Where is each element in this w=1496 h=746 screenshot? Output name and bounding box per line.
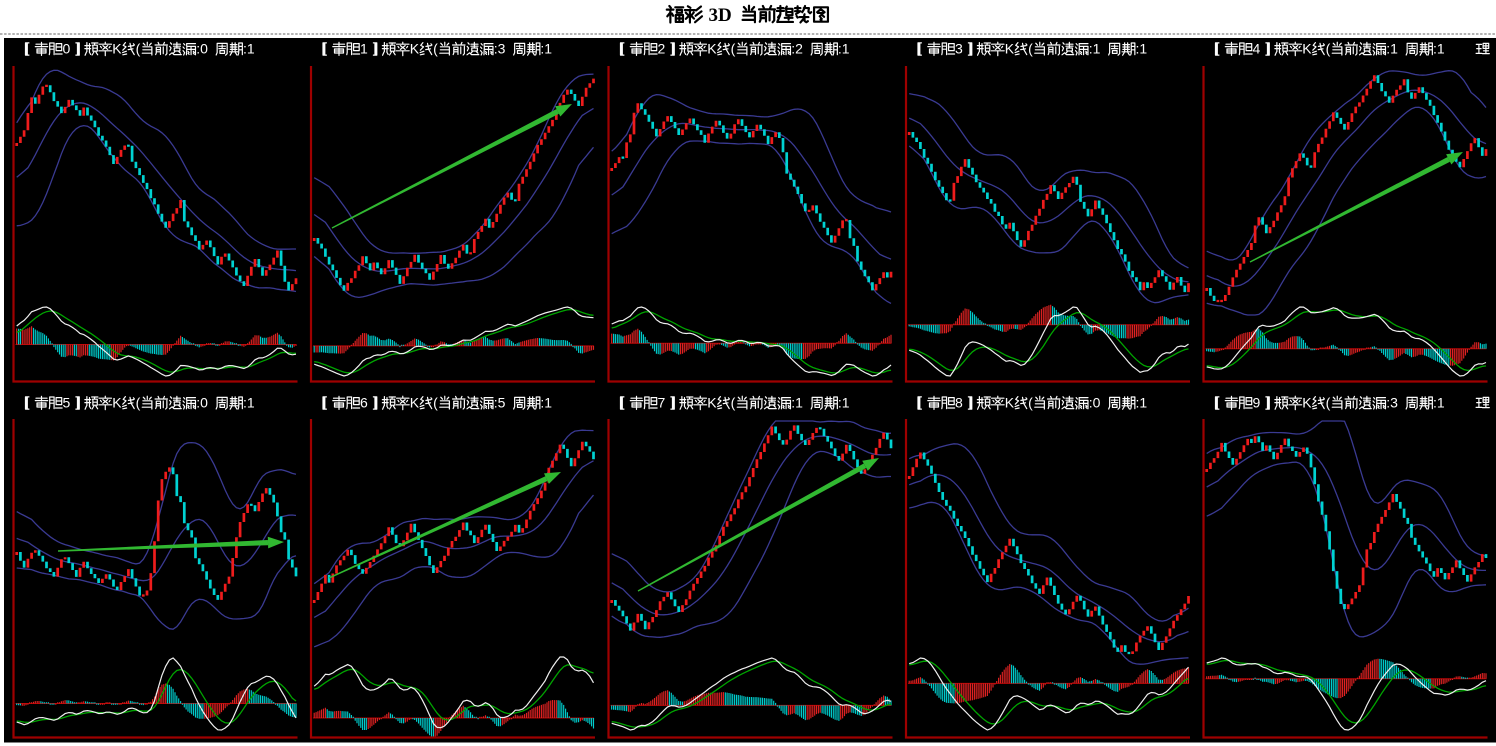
svg-text:8: 8 bbox=[955, 395, 963, 411]
svg-text::1: :1 bbox=[838, 395, 850, 411]
svg-text:3: 3 bbox=[955, 41, 963, 57]
svg-text::1: :1 bbox=[243, 41, 255, 57]
svg-text:(: ( bbox=[136, 41, 141, 57]
svg-text:5: 5 bbox=[63, 395, 71, 411]
svg-text::3: :3 bbox=[1386, 395, 1398, 411]
svg-text:(: ( bbox=[1326, 395, 1331, 411]
svg-text:(: ( bbox=[731, 395, 736, 411]
svg-text:(: ( bbox=[1028, 41, 1033, 57]
svg-text::0: :0 bbox=[196, 41, 208, 57]
svg-text:(: ( bbox=[433, 395, 438, 411]
svg-text:K: K bbox=[707, 395, 717, 411]
svg-text:0: 0 bbox=[63, 41, 71, 57]
svg-text::1: :1 bbox=[243, 395, 255, 411]
svg-text::1: :1 bbox=[791, 395, 803, 411]
svg-text::2: :2 bbox=[791, 41, 803, 57]
svg-text:(: ( bbox=[731, 41, 736, 57]
svg-text:K: K bbox=[112, 395, 122, 411]
svg-text:K: K bbox=[112, 41, 122, 57]
svg-text:6: 6 bbox=[360, 395, 368, 411]
svg-text:7: 7 bbox=[658, 395, 666, 411]
svg-text:9: 9 bbox=[1253, 395, 1261, 411]
svg-text::1: :1 bbox=[1089, 41, 1101, 57]
svg-text:(: ( bbox=[136, 395, 141, 411]
svg-text::1: :1 bbox=[1136, 395, 1148, 411]
svg-text:K: K bbox=[707, 41, 717, 57]
svg-text::0: :0 bbox=[196, 395, 208, 411]
svg-text::1: :1 bbox=[1433, 395, 1445, 411]
svg-text:2: 2 bbox=[658, 41, 666, 57]
svg-text:K: K bbox=[410, 41, 420, 57]
svg-text:K: K bbox=[1302, 41, 1312, 57]
svg-text:K: K bbox=[1005, 395, 1015, 411]
svg-text:(: ( bbox=[1028, 395, 1033, 411]
svg-text::0: :0 bbox=[1089, 395, 1101, 411]
svg-text:4: 4 bbox=[1253, 41, 1261, 57]
svg-text:(: ( bbox=[1326, 41, 1331, 57]
svg-text:(: ( bbox=[433, 41, 438, 57]
svg-text::3: :3 bbox=[494, 41, 506, 57]
svg-text::1: :1 bbox=[838, 41, 850, 57]
svg-text::1: :1 bbox=[1433, 41, 1445, 57]
svg-text:1: 1 bbox=[360, 41, 368, 57]
svg-text::1: :1 bbox=[540, 395, 552, 411]
svg-text::1: :1 bbox=[540, 41, 552, 57]
svg-text::1: :1 bbox=[1386, 41, 1398, 57]
svg-text:3D: 3D bbox=[709, 5, 732, 26]
svg-text::5: :5 bbox=[494, 395, 506, 411]
svg-text:K: K bbox=[410, 395, 420, 411]
svg-text:K: K bbox=[1302, 395, 1312, 411]
svg-text:K: K bbox=[1005, 41, 1015, 57]
svg-text::1: :1 bbox=[1136, 41, 1148, 57]
